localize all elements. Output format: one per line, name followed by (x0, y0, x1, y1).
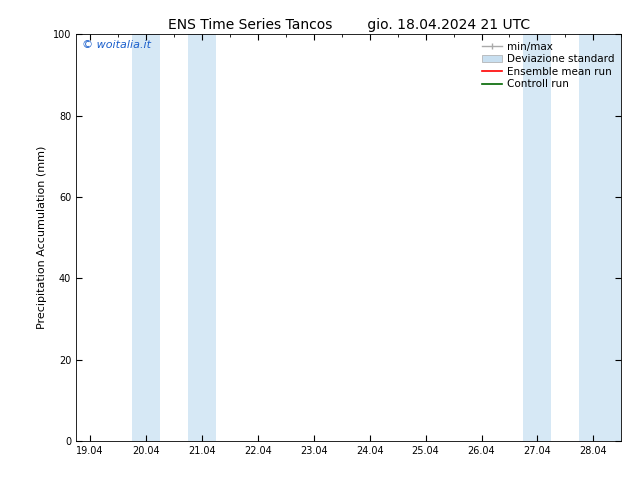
Bar (188, 34, 216, 441)
Bar (524, 34, 552, 441)
Text: © woitalia.it: © woitalia.it (82, 40, 150, 50)
Bar (579, 34, 621, 441)
Y-axis label: Precipitation Accumulation (mm): Precipitation Accumulation (mm) (37, 146, 48, 329)
Legend: min/max, Deviazione standard, Ensemble mean run, Controll run: min/max, Deviazione standard, Ensemble m… (479, 40, 616, 92)
Title: ENS Time Series Tancos        gio. 18.04.2024 21 UTC: ENS Time Series Tancos gio. 18.04.2024 2… (167, 18, 530, 32)
Bar (132, 34, 160, 441)
